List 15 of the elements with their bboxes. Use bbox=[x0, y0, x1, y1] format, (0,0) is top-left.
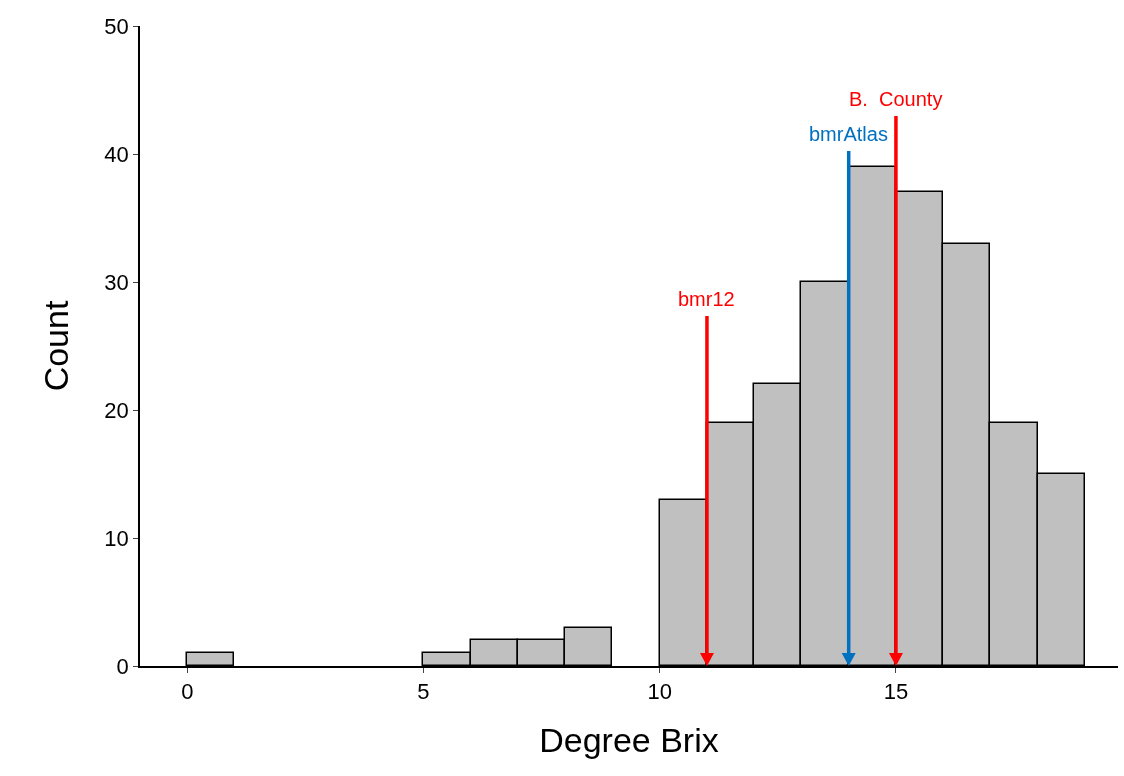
y-tick-label: 30 bbox=[104, 269, 129, 295]
ref-line-label: bmrAtlas bbox=[809, 123, 888, 145]
ref-line-label: B. County bbox=[849, 88, 943, 110]
x-axis-title: Degree Brix bbox=[539, 720, 719, 759]
y-tick-label: 10 bbox=[104, 525, 129, 551]
x-tick-label: 10 bbox=[647, 679, 672, 705]
y-tick-label: 0 bbox=[116, 653, 129, 679]
x-tick-label: 15 bbox=[883, 679, 909, 705]
y-axis-title: Count bbox=[37, 300, 76, 392]
y-tick-label: 40 bbox=[104, 141, 129, 167]
x-tick-label: 5 bbox=[417, 679, 430, 705]
ref-line-label: bmr12 bbox=[678, 288, 735, 310]
y-tick-label: 20 bbox=[104, 397, 129, 423]
y-tick-label: 50 bbox=[104, 13, 129, 39]
x-tick-label: 0 bbox=[181, 679, 194, 705]
